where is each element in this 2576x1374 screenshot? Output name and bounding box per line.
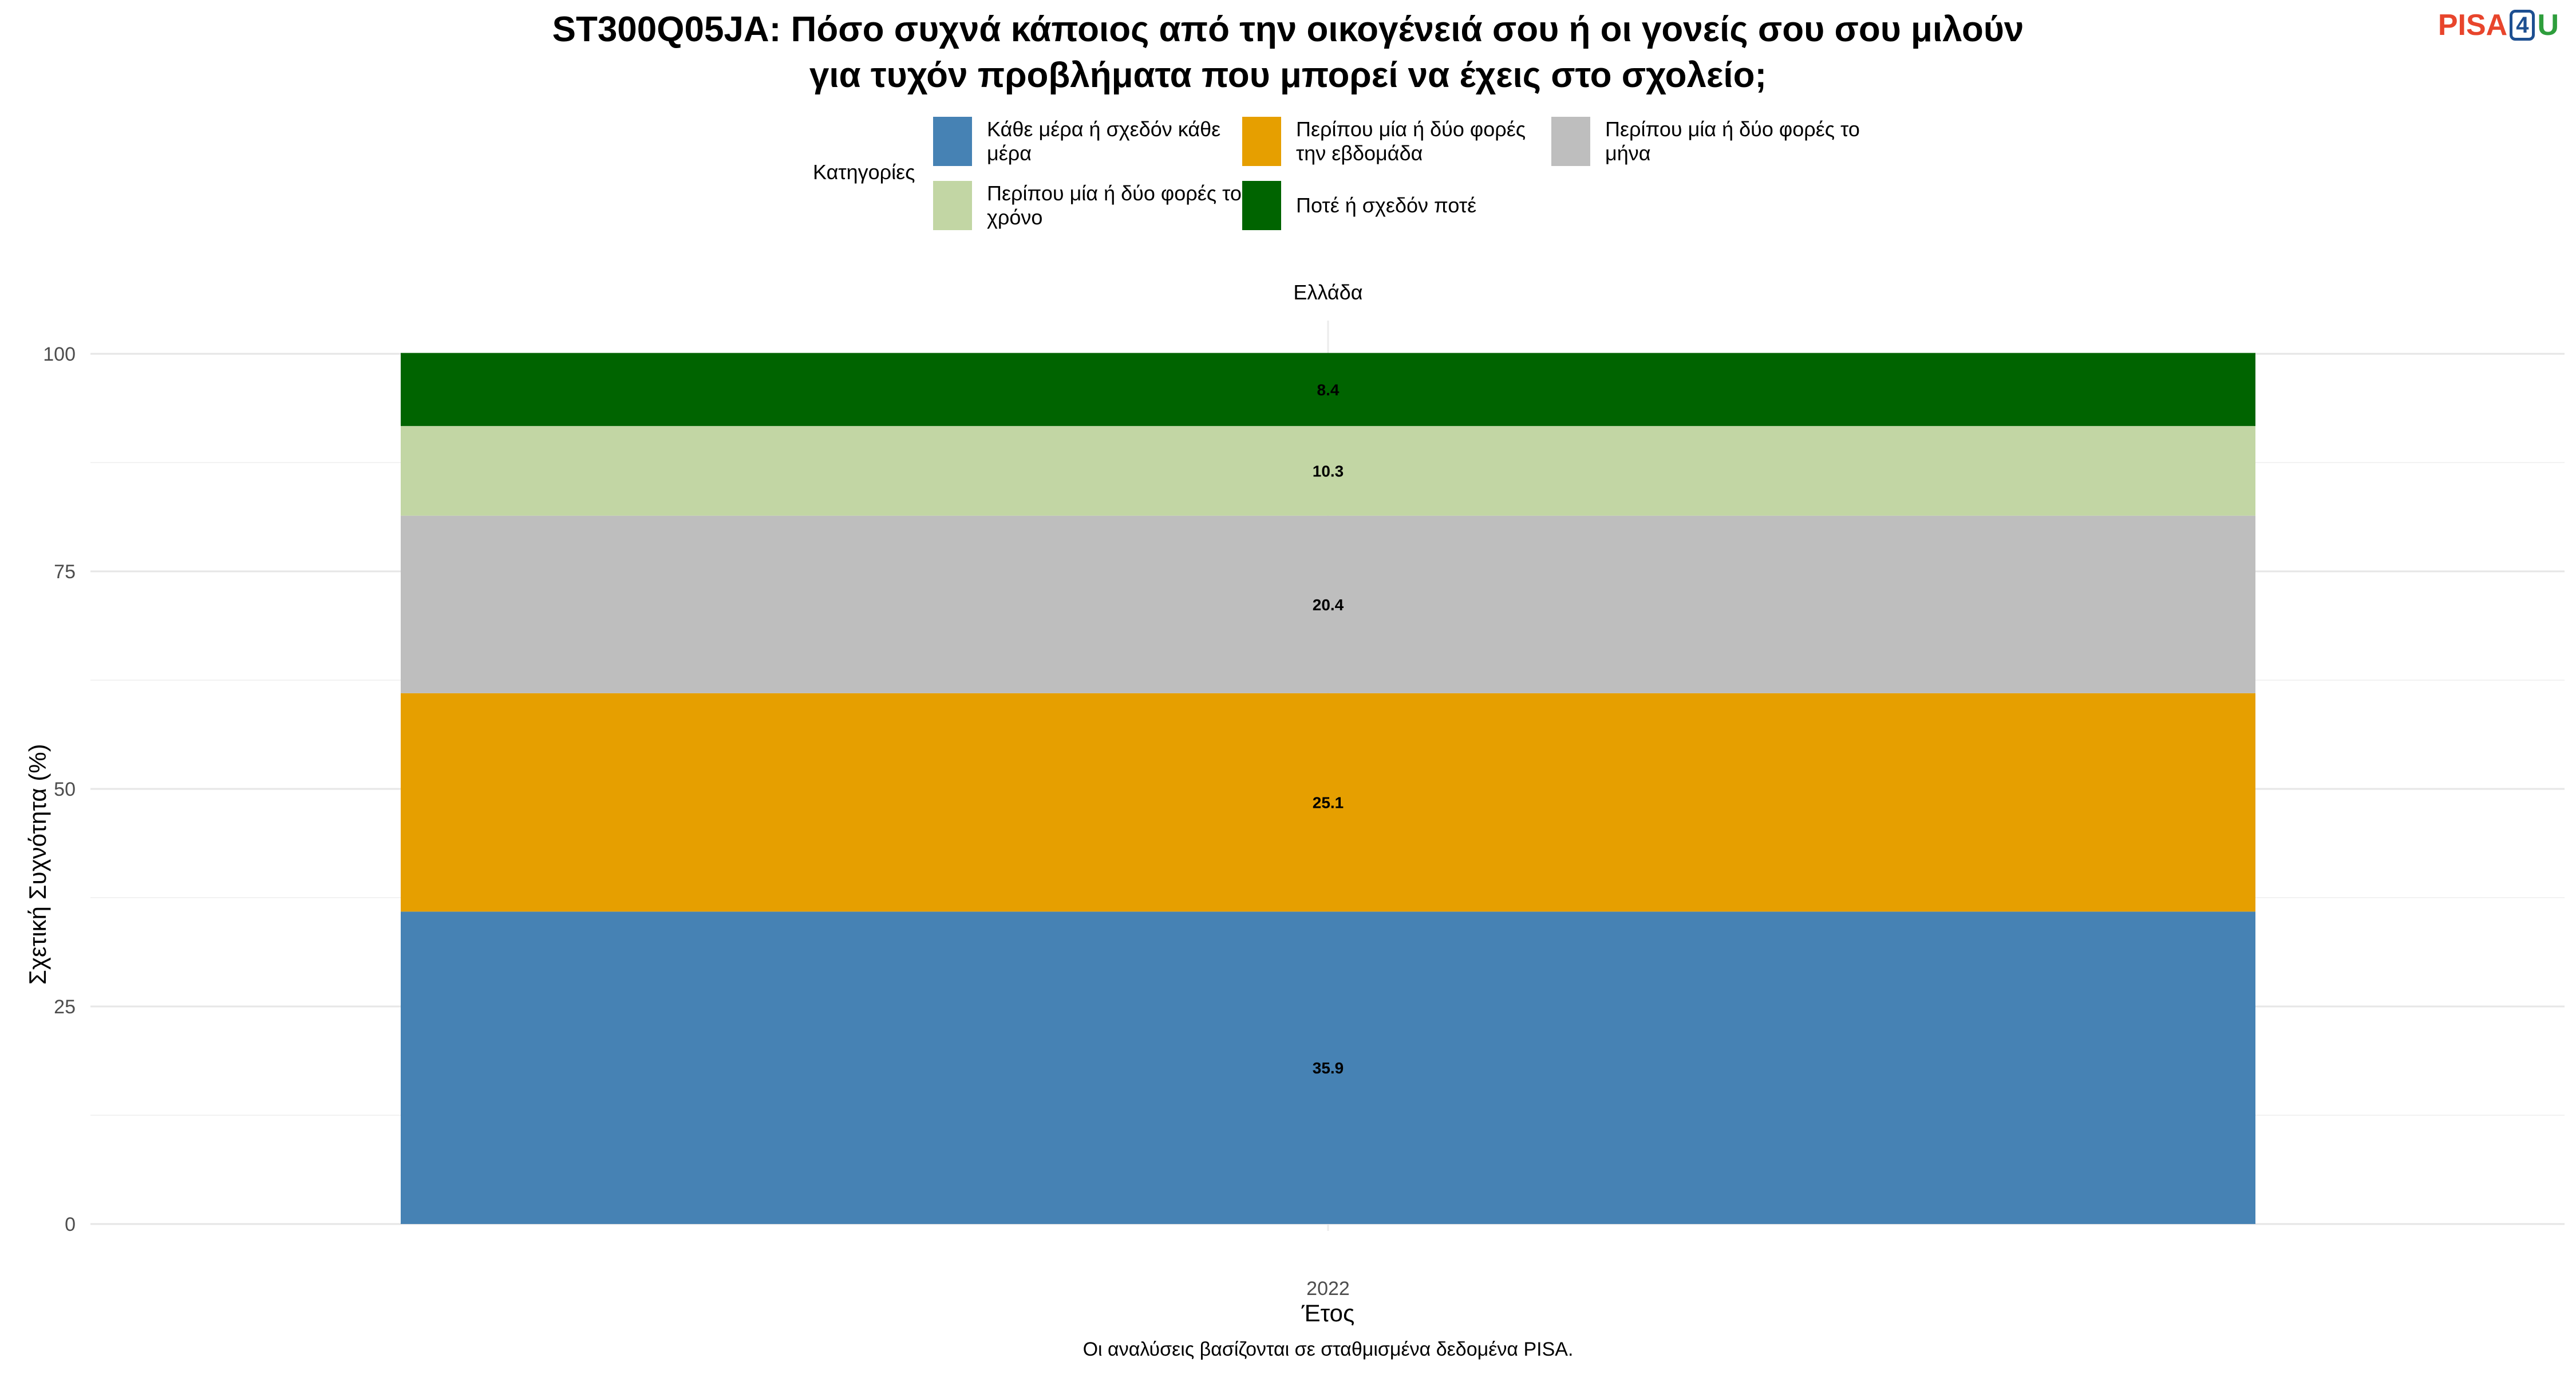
- pisa4u-logo: PISA 4 U: [2438, 8, 2559, 42]
- y-tick-label-4: 100: [43, 344, 76, 365]
- chart-title: ST300Q05JA: Πόσο συχνά κάποιος από την ο…: [0, 7, 2576, 98]
- legend-title: Κατηγορίες: [813, 160, 915, 184]
- data-label-4: 8.4: [1317, 381, 1340, 398]
- legend-item-1: Περίπου μία ή δύο φορές την εβδομάδα: [1242, 117, 1554, 166]
- facet-label: Ελλάδα: [1293, 281, 1363, 304]
- legend-item-4: Ποτέ ή σχεδόν ποτέ: [1242, 181, 1554, 230]
- legend-label-1: Περίπου μία ή δύο φορές την εβδομάδα: [1296, 117, 1526, 165]
- legend-label-4: Ποτέ ή σχεδόν ποτέ: [1296, 194, 1477, 217]
- data-label-1: 25.1: [1313, 794, 1344, 812]
- logo-pisa-text: PISA: [2437, 9, 2508, 42]
- legend-swatch-1: [1242, 117, 1281, 166]
- y-axis-label: Σχετική Συχνότητα (%): [24, 744, 51, 985]
- data-label-0: 35.9: [1313, 1059, 1344, 1077]
- x-axis-label: Έτος: [1301, 1300, 1355, 1326]
- legend-item-0: Κάθε μέρα ή σχεδόν κάθε μέρα: [933, 117, 1244, 166]
- legend-item-2: Περίπου μία ή δύο φορές το μήνα: [1551, 117, 1863, 166]
- y-tick-label-0: 0: [65, 1214, 76, 1235]
- legend-label-3: Περίπου μία ή δύο φορές το χρόνο: [987, 181, 1242, 229]
- y-axis-ticks: 0 25 50 75 100: [43, 344, 76, 1235]
- x-tick-label-0: 2022: [1306, 1278, 1350, 1300]
- bar-segment-1: [401, 693, 2255, 912]
- legend-swatch-2: [1551, 117, 1590, 166]
- legend-item-3: Περίπου μία ή δύο φορές το χρόνο: [933, 181, 1244, 230]
- bar-segment-0: [401, 911, 2255, 1224]
- bar-segment-2: [401, 515, 2255, 693]
- caption: Οι αναλύσεις βασίζονται σε σταθμισμένα δ…: [1082, 1339, 1574, 1360]
- legend-label-2: Περίπου μία ή δύο φορές το μήνα: [1605, 117, 1860, 165]
- data-label-3: 10.3: [1313, 462, 1344, 480]
- logo-u-text: U: [2537, 9, 2559, 42]
- chart-title-line-2: για τυχόν προβλήματα που μπορεί να έχεις…: [809, 56, 1767, 95]
- data-label-2: 20.4: [1313, 596, 1344, 614]
- bar-segment-4: [401, 353, 2255, 427]
- y-tick-label-2: 50: [54, 779, 76, 800]
- data-labels: 35.9 25.1 20.4 10.3 8.4: [1313, 381, 1344, 1077]
- legend-swatch-4: [1242, 181, 1281, 230]
- y-tick-label-1: 25: [54, 996, 76, 1018]
- legend-swatch-3: [933, 181, 972, 230]
- x-axis-ticks: 2022: [1306, 1278, 1350, 1300]
- legend-label-0: Κάθε μέρα ή σχεδόν κάθε μέρα: [987, 117, 1221, 165]
- y-tick-label-3: 75: [54, 561, 76, 583]
- chart-title-line-1: ST300Q05JA: Πόσο συχνά κάποιος από την ο…: [552, 10, 2024, 49]
- bar-stack: [401, 353, 2255, 1224]
- legend-swatch-0: [933, 117, 972, 166]
- logo-four-badge: 4: [2510, 10, 2535, 41]
- bar-segment-3: [401, 426, 2255, 516]
